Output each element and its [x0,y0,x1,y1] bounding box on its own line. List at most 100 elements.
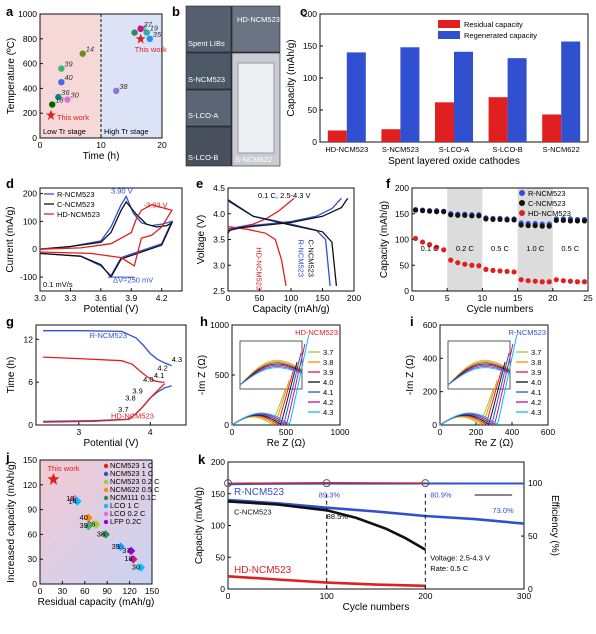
rate-point [455,260,461,266]
y-tick-label: 0 [32,133,37,143]
category-label: S-NCM622 [543,145,580,154]
x-tick-label: 0 [410,293,415,303]
rate-point [434,209,440,215]
y-tick-label: 100 [395,235,409,245]
legend-label: R-NCM523 [528,189,566,198]
delta-v-label: ΔV=250 mV [113,276,153,285]
y-tick-label: 200 [23,189,37,199]
panel-letter-c: c [300,4,307,19]
y-tick-label: 600 [423,320,437,330]
y-axis-label: -Im Z (Ω) [405,355,416,395]
voltage-label: 4.1 [154,371,164,380]
x-axis-label: Potential (V) [83,438,138,449]
photo-tile [185,5,232,53]
inset-curve [239,364,303,386]
legend-label: C-NCM523 [528,199,566,208]
y2-tick-label: 50 [528,531,538,541]
point-label: 39 [80,521,88,530]
y-tick-label: 30 [28,554,38,564]
y-tick-label: 0 [224,420,229,430]
rate-point [455,212,461,218]
y-axis-label: Capacity (mAh/g) [286,39,297,116]
panel-letter-f: f [386,176,391,191]
panel-letter-b: b [172,4,180,19]
inset-curve [447,365,511,386]
y-tick-label: 400 [423,353,437,363]
rate-point [574,279,581,285]
data-point [49,101,56,108]
y-tick-label: 150 [23,455,37,465]
legend-label: LFP 0.2C [110,517,142,526]
photo-tile [185,126,232,167]
legend-label: Regenerated capacity [464,31,537,40]
x-tick-label: 3.6 [95,293,107,303]
point-label: 14 [86,45,94,54]
x-tick-label: 20 [548,293,558,303]
y-tick-label: 200 [395,183,409,193]
x-axis-label: Time (h) [83,151,120,162]
rate-point [504,217,510,223]
point-label: 36 [87,519,95,528]
photo-label: S-NCM622 [235,155,272,164]
y-tick-label: 100 [211,521,225,531]
y-axis-label: Increased capacity (mAh/g) [6,461,17,583]
x-tick-label: 120 [123,586,137,596]
rate-point [490,267,496,273]
y-tick-label: -100 [20,272,37,282]
voltage-label: 3.9 [132,387,142,396]
rate-point [546,279,552,285]
y-tick-label: 3.0 [213,260,225,270]
x-axis-label: Spent layered oxide cathodes [388,156,520,167]
y-tick-label: 6 [28,377,33,387]
retention-label: 89.3% [319,491,341,500]
y-tick-label: 90 [28,505,38,515]
condition-label: Rate: 0.5 C [430,564,469,573]
legend-label: 3.7 [323,348,333,357]
rate-point [560,278,566,284]
legend-label: 4.1 [323,388,333,397]
legend-label: 4.3 [531,408,541,417]
y-axis-label: Capacity (mAh/g) [194,487,205,564]
rate-point [419,239,426,245]
panel-letter-i: i [410,314,414,329]
point-label: 14 [68,496,76,505]
x-tick-label: 25 [583,293,593,303]
rate-point [553,277,559,283]
legend-marker [103,519,109,525]
category-label: S-LCO-B [492,145,522,154]
legend-marker [103,511,109,517]
rate-point [427,242,433,248]
retention-label: 80.9% [430,491,452,500]
x-tick-label: 60 [80,586,90,596]
y-tick-label: 0 [28,420,33,430]
efficiency-curve [227,482,524,486]
legend-label: Residual capacity [464,20,523,29]
point-label: 35 [112,542,120,551]
legend-label: LCO 1 C [110,501,140,510]
retention-label: 88.5% [327,512,349,521]
legend-swatch [438,31,460,39]
point-label: 36 [61,88,70,97]
series-label: R-NCM523 [297,240,306,278]
bar [454,51,473,143]
y-tick-label: 1000 [210,320,229,330]
efficiency-marker [421,479,430,488]
condition-label: Voltage: 2.5-4.3 V [430,553,490,562]
this-work-label: This work [47,464,79,473]
x-tick-label: 600 [541,427,555,437]
data-point [73,497,82,506]
eis-curve [231,334,310,426]
point-label: 39 [64,60,73,69]
y-tick-label: 0 [220,584,225,594]
rate-point [476,213,482,219]
efficiency-curve [227,481,426,484]
panel-d-frame [39,187,183,292]
panel-letter-j: j [5,450,10,465]
rate-point [441,247,447,253]
point-label: 38 [119,82,128,91]
x-tick-label: 1000 [331,427,350,437]
panel-e-axes: 0 50 100 150 200 2.5 3.0 3.5 4.0 4.5 Capacity (mAh… [196,183,361,315]
point-label: 19 [150,24,159,33]
x-axis-label: Re Z (Ω) [267,438,306,449]
